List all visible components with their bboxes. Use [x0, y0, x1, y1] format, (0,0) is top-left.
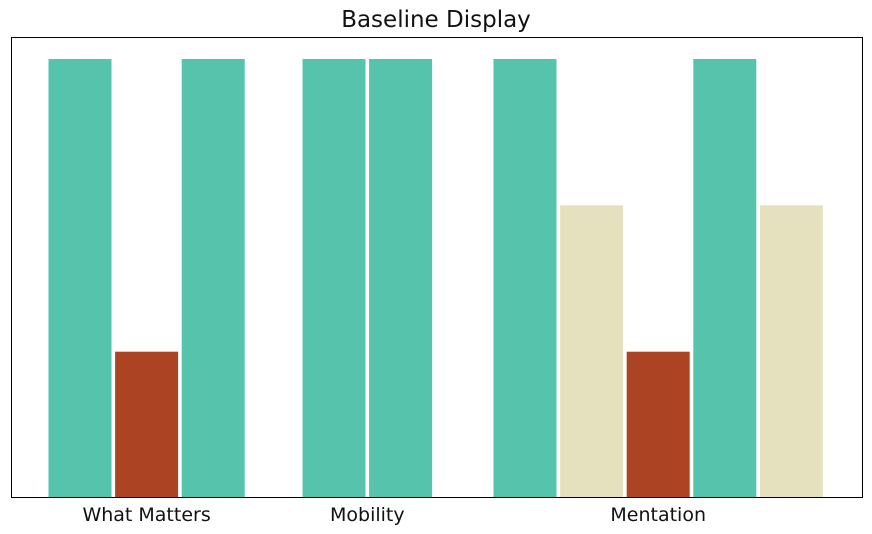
x-tick-label: What Matters — [82, 504, 210, 526]
bar-mobility-1 — [302, 59, 366, 498]
bar-mentation-1 — [493, 59, 557, 498]
x-tick-label: Mobility — [330, 504, 405, 526]
bar-mobility-2 — [369, 59, 433, 498]
bars-layer — [48, 59, 823, 499]
chart-title: Baseline Display — [341, 7, 531, 33]
bar-mentation-3 — [626, 351, 690, 498]
x-tick-labels: What Matters Mobility Mentation — [82, 504, 706, 526]
bar-mentation-2 — [560, 205, 624, 499]
plot-frame — [11, 37, 863, 498]
bar-what-matters-2 — [115, 351, 179, 498]
bar-mentation-5 — [759, 205, 823, 499]
bar-mentation-4 — [693, 59, 757, 498]
bar-what-matters-3 — [181, 59, 245, 498]
bar-what-matters-1 — [48, 59, 112, 498]
x-tick-label: Mentation — [610, 504, 706, 526]
